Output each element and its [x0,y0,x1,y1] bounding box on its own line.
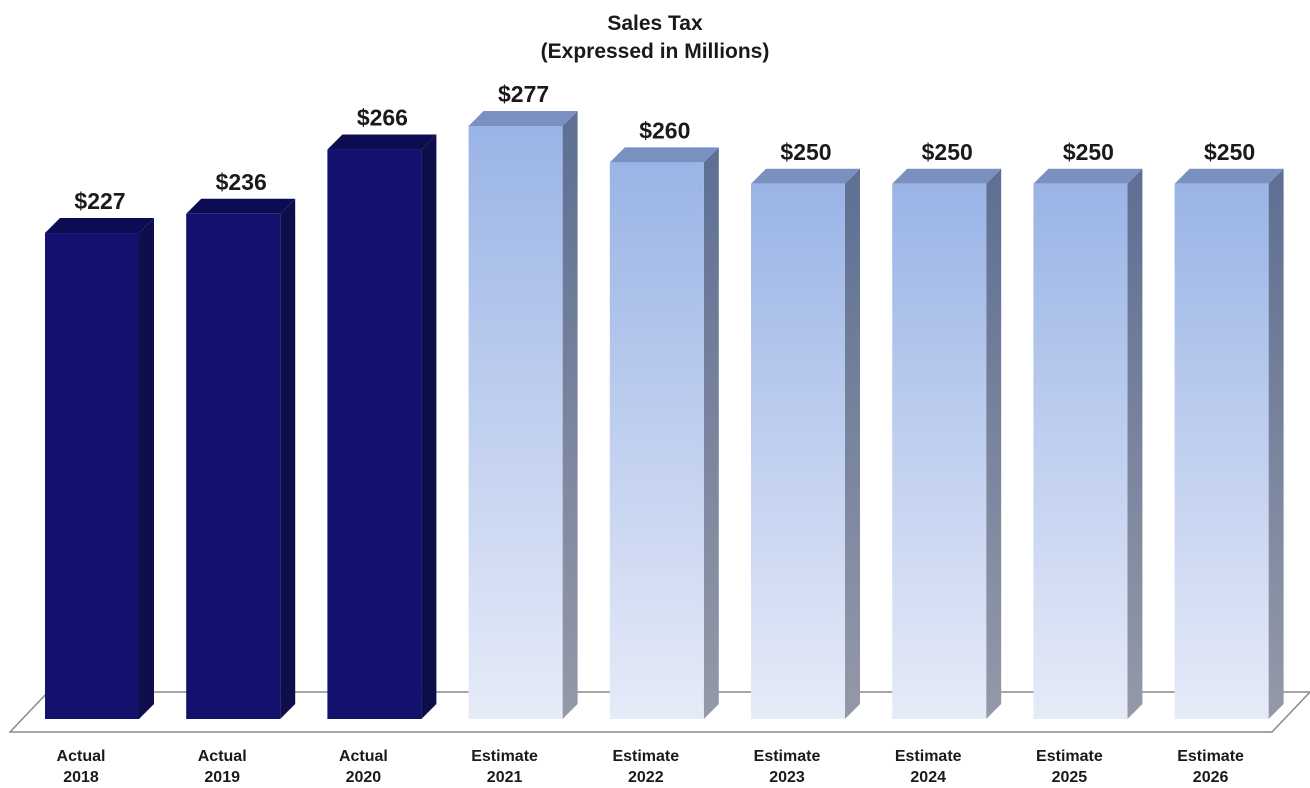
bar-front [609,162,704,720]
chart-subtitle: (Expressed in Millions) [541,40,770,63]
bar-top [45,218,154,234]
bar-side [845,168,860,719]
category-label-line1: Estimate [1036,748,1103,765]
category-label-line2: 2025 [1052,769,1088,786]
bar-front [45,233,139,719]
bar-side [421,134,437,720]
bar-front [751,183,845,719]
category-label-line1: Estimate [895,748,962,765]
bar-side [703,147,719,720]
bar-top [751,168,860,184]
category-label-line1: Estimate [754,748,821,765]
category-label-line2: 2024 [910,769,946,786]
category-label-line2: 2019 [204,769,240,786]
bar-side [562,111,578,719]
category-label-line1: Estimate [612,748,679,765]
category-label-line2: 2020 [346,769,382,786]
bar-side [280,198,296,719]
category-labels-group: Actual 2018 Actual 2019 Actual 2020 Estimate 20… [57,748,1244,786]
bar-top [468,111,578,126]
value-label: $250 [780,139,831,165]
value-label: $250 [1063,139,1114,165]
bar-side [986,168,1002,719]
category-label-line1: Estimate [1177,748,1244,765]
bar-5 [751,168,860,719]
bar-top [1033,168,1143,184]
bar-top [186,198,296,214]
bar-4 [609,147,719,720]
bar-1 [186,198,296,719]
bar-front [892,183,987,719]
category-label-line2: 2023 [769,769,805,786]
bar-front [1174,183,1269,719]
bar-front [186,213,281,719]
bar-0 [45,218,154,719]
value-label: $250 [1204,139,1255,165]
bar-3 [468,111,578,719]
value-label: $250 [922,139,973,165]
value-label: $236 [216,169,267,195]
bar-7 [1033,168,1143,719]
value-label: $277 [498,81,549,107]
bar-top [892,168,1002,184]
bar-6 [892,168,1002,719]
value-label: $227 [74,188,125,214]
bar-front [468,126,563,719]
category-label-line1: Estimate [471,748,538,765]
value-label: $266 [357,105,408,131]
bar-8 [1174,168,1284,719]
value-labels-group: $227 $236 $266 $277 $260 $250 $250 $250 $250 [74,81,1255,214]
bar-side [139,218,154,719]
value-label: $260 [639,117,690,143]
bar-top [609,147,719,163]
bar-side [1127,168,1143,719]
category-label-line1: Actual [339,748,388,765]
category-label-line1: Actual [198,748,247,765]
bar-front [327,149,422,720]
bar-front [1033,183,1128,719]
bars-group [45,111,1284,720]
category-label-line2: 2022 [628,769,664,786]
bar-top [327,134,437,150]
category-label-line2: 2026 [1193,769,1229,786]
category-label-line2: 2021 [487,769,523,786]
bar-side [1268,168,1284,719]
chart-title: Sales Tax [607,12,703,35]
bar-2 [327,134,437,720]
bar-top [1174,168,1284,184]
category-label-line2: 2018 [63,769,99,786]
category-label-line1: Actual [57,748,106,765]
